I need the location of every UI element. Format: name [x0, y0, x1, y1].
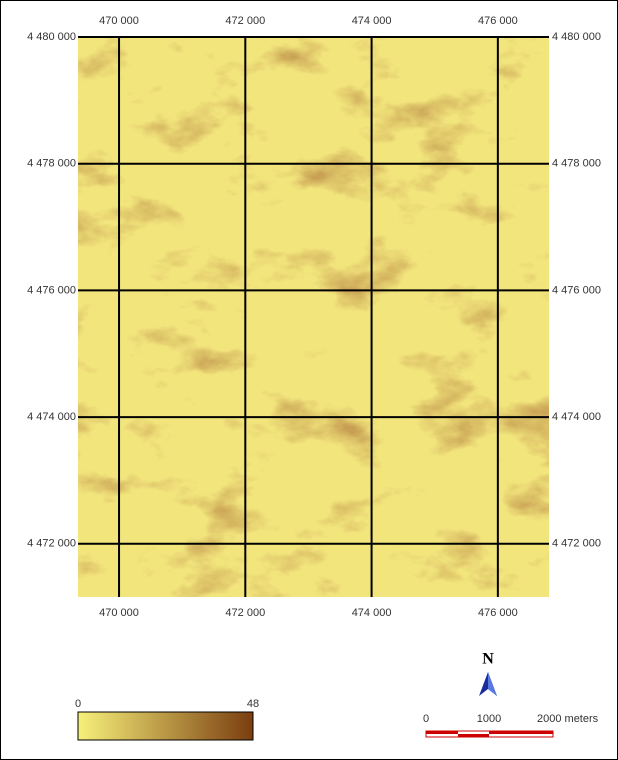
x-tick-label: 474 000: [352, 15, 392, 27]
scale-bar-segment: [458, 734, 489, 737]
scale-label: 2000 meters: [537, 713, 599, 725]
north-arrow-shade: [488, 672, 497, 696]
scale-bar-segment: [426, 731, 458, 734]
north-label: N: [482, 651, 494, 668]
x-tick-label: 476 000: [478, 15, 518, 27]
x-tick-label: 474 000: [352, 607, 392, 619]
x-tick-label: 470 000: [99, 15, 139, 27]
legend-min: 0: [75, 698, 81, 710]
scale-bar: 0 1000 2000 meters: [423, 713, 599, 737]
scale-label: 0: [423, 713, 429, 725]
y-tick-label: 4 478 000: [552, 158, 601, 170]
legend-max: 48: [247, 698, 259, 710]
y-tick-label: 4 472 000: [27, 538, 76, 550]
y-tick-label: 4 478 000: [27, 158, 76, 170]
y-tick-label: 4 480 000: [552, 31, 601, 43]
scale-bar-segment: [489, 731, 553, 734]
y-tick-label: 4 472 000: [552, 538, 601, 550]
x-tick-label: 476 000: [478, 607, 518, 619]
map-page: N 0 48 0 1000 2000 meters 470 000 470 000…: [0, 0, 618, 760]
x-tick-label: 470 000: [99, 607, 139, 619]
legend-ramp: [78, 712, 253, 740]
map-frame: [78, 37, 549, 597]
x-tick-label: 472 000: [225, 15, 265, 27]
x-tick-label: 472 000: [225, 607, 265, 619]
y-tick-label: 4 480 000: [27, 31, 76, 43]
y-tick-label: 4 474 000: [27, 411, 76, 423]
y-tick-label: 4 474 000: [552, 411, 601, 423]
terrain-relief: [78, 37, 549, 597]
y-tick-label: 4 476 000: [552, 284, 601, 296]
scale-label: 1000: [477, 713, 501, 725]
y-tick-label: 4 476 000: [27, 284, 76, 296]
